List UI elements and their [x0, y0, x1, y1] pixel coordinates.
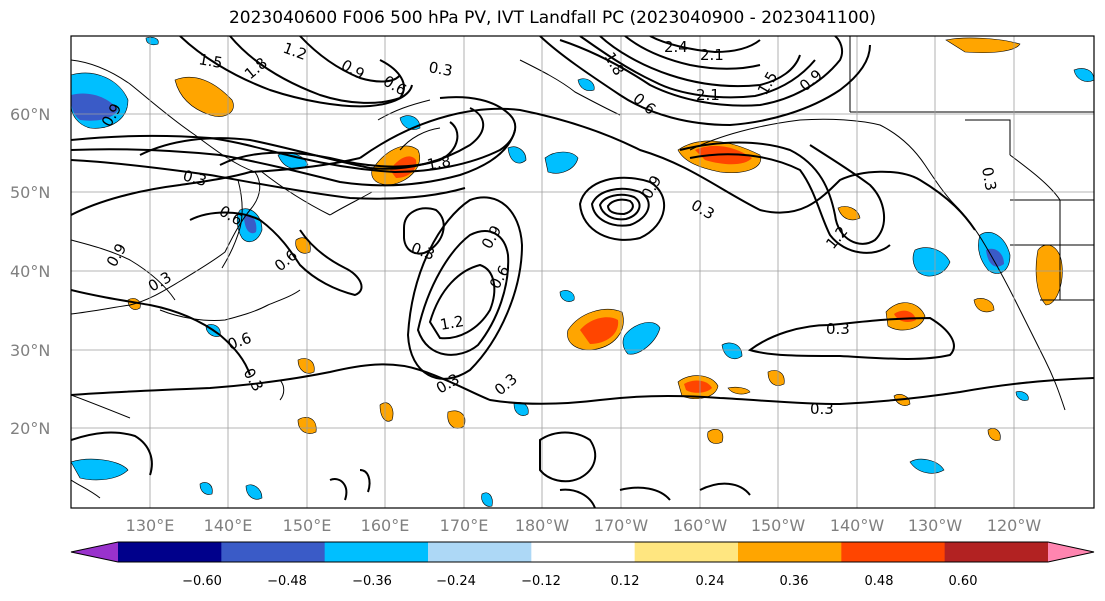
strong-positive-shading — [684, 380, 712, 393]
positive-shading — [837, 206, 861, 221]
pv-contours — [71, 36, 1094, 508]
lon-label: 130°E — [126, 516, 175, 535]
lon-label: 140°E — [204, 516, 253, 535]
contour-label: 1.2 — [439, 312, 466, 334]
contour-label: 1.5 — [197, 50, 224, 72]
colorbar — [70, 541, 1095, 563]
lon-label: 140°W — [830, 516, 885, 535]
colorbar-tick-label: 0.36 — [780, 574, 809, 589]
contour-label: 0.3 — [427, 58, 454, 80]
colorbar-outline — [70, 541, 1095, 563]
colorbar-segment — [738, 542, 842, 562]
negative-shading — [559, 290, 575, 302]
contour-label: 0.3 — [810, 400, 834, 418]
colorbar-tick-label: −0.24 — [436, 574, 476, 589]
negative-shading — [71, 458, 129, 481]
positive-shading — [707, 429, 724, 444]
lon-label: 170°W — [594, 516, 649, 535]
map-title: 2023040600 F006 500 hPa PV, IVT Landfall… — [228, 8, 876, 28]
contour-label: 1.8 — [426, 152, 453, 174]
negative-shading — [145, 36, 159, 46]
colorbar-segment — [944, 542, 1049, 562]
negative-shading — [507, 146, 527, 164]
negative-shading — [909, 458, 945, 474]
negative-shading — [199, 482, 213, 495]
strong-negative-shading — [244, 214, 257, 234]
colorbar-tick-label: −0.36 — [352, 574, 392, 589]
lon-label: 150°W — [751, 516, 806, 535]
positive-shading — [174, 76, 234, 117]
colorbar-tick-label: −0.12 — [521, 574, 561, 589]
colorbar-extend-low — [71, 542, 118, 562]
positive-shading — [379, 402, 394, 422]
lon-label: 160°W — [673, 516, 728, 535]
lat-label: 60°N — [10, 105, 50, 124]
colorbar-segment — [221, 542, 326, 562]
positive-shading — [727, 386, 751, 395]
negative-shading — [721, 342, 743, 359]
strong-positive-shading — [580, 317, 619, 344]
colorbar-labels: −0.60 −0.48 −0.36 −0.24 −0.12 0.12 0.24 … — [182, 574, 977, 589]
positive-shading — [973, 298, 995, 313]
colorbar-tick-label: −0.48 — [267, 574, 307, 589]
shading-layer — [71, 36, 1094, 507]
lon-label: 170°E — [440, 516, 489, 535]
colorbar-extend-high — [1048, 542, 1094, 562]
positive-shading — [297, 358, 315, 374]
negative-shading — [622, 322, 661, 355]
lat-label: 20°N — [10, 419, 50, 438]
colorbar-tick-label: 0.24 — [696, 574, 725, 589]
negative-shading — [544, 151, 579, 174]
positive-shading — [987, 428, 1001, 441]
latitude-labels: 60°N 50°N 40°N 30°N 20°N — [10, 105, 50, 438]
negative-shading — [1015, 391, 1029, 401]
contour-label: 0.3 — [978, 166, 1000, 193]
lon-label: 150°E — [283, 516, 332, 535]
colorbar-tick-label: 0.60 — [949, 574, 978, 589]
lat-label: 30°N — [10, 341, 50, 360]
coastlines — [71, 36, 1094, 499]
colorbar-tick-label: 0.12 — [611, 574, 640, 589]
contour-label: 2.1 — [696, 86, 720, 104]
colorbar-segment — [531, 542, 636, 562]
lat-label: 40°N — [10, 262, 50, 281]
map-frame — [70, 35, 1095, 509]
positive-shading — [767, 370, 785, 386]
lon-label: 120°W — [987, 516, 1042, 535]
negative-shading — [577, 78, 595, 91]
lon-label: 180°W — [515, 516, 570, 535]
colorbar-segment — [428, 542, 532, 562]
contour-label: 0.3 — [181, 166, 209, 190]
contour-label: 0.3 — [826, 320, 850, 338]
colorbar-tick-label: −0.60 — [182, 574, 222, 589]
lon-label: 130°W — [908, 516, 963, 535]
negative-shading — [245, 484, 263, 500]
positive-shading — [945, 37, 1021, 54]
negative-shading — [481, 492, 493, 507]
colorbar-tick-label: 0.48 — [865, 574, 894, 589]
lon-label: 160°E — [361, 516, 410, 535]
colorbar-segment — [324, 542, 429, 562]
negative-shading — [1073, 68, 1094, 82]
colorbar-segment — [118, 542, 222, 562]
contour-label: 2.4 — [664, 38, 688, 56]
gridlines — [71, 36, 1094, 508]
lat-label: 50°N — [10, 183, 50, 202]
contour-label: 2.1 — [700, 46, 724, 64]
strong-negative-shading — [986, 248, 1004, 267]
colorbar-segment — [634, 542, 739, 562]
positive-shading — [1035, 244, 1063, 306]
colorbar-segment — [841, 542, 946, 562]
longitude-labels: 130°E 140°E 150°E 160°E 170°E 180°W 170°… — [126, 516, 1042, 535]
